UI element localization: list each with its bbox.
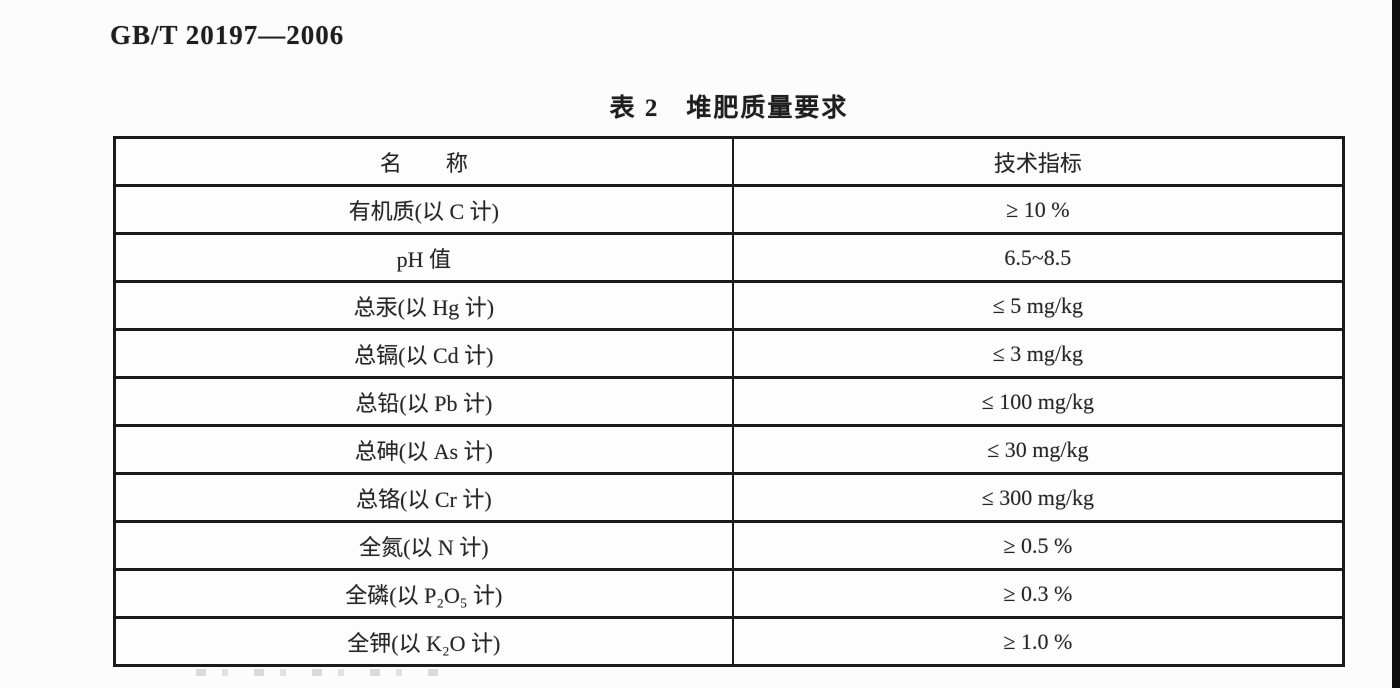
compost-quality-table: 名 称 技术指标 有机质(以 C 计) ≥ 10 % pH 值 6.5~8.5 … <box>113 136 1345 667</box>
row-name-cell: 总铅(以 Pb 计) <box>113 376 734 427</box>
table-row: 总汞(以 Hg 计) ≤ 5 mg/kg <box>113 280 1345 331</box>
row-value-cell: ≤ 5 mg/kg <box>731 280 1345 331</box>
row-value-cell: ≥ 1.0 % <box>731 616 1345 667</box>
table-row: 全钾(以 K₂O 计) ≥ 1.0 % <box>113 616 1345 667</box>
table-row: 全氮(以 N 计) ≥ 0.5 % <box>113 520 1345 571</box>
table-header-row: 名 称 技术指标 <box>113 136 1345 187</box>
table-title: 表 2 堆肥质量要求 <box>609 95 849 122</box>
row-value-cell: ≤ 30 mg/kg <box>731 424 1345 475</box>
row-name-cell: 总镉(以 Cd 计) <box>113 328 734 379</box>
row-name-cell: 总铬(以 Cr 计) <box>113 472 734 523</box>
column-header-name: 名 称 <box>113 136 734 187</box>
row-value-cell: ≥ 0.3 % <box>731 568 1345 619</box>
table-row: 总镉(以 Cd 计) ≤ 3 mg/kg <box>113 328 1345 379</box>
row-name-cell: 总汞(以 Hg 计) <box>113 280 734 331</box>
standard-code: GB/T 20197—2006 <box>110 20 345 50</box>
row-value-cell: ≤ 300 mg/kg <box>731 472 1345 523</box>
scan-edge-strip <box>1392 0 1400 688</box>
row-value-cell: ≥ 10 % <box>731 184 1345 235</box>
row-name-cell: 有机质(以 C 计) <box>113 184 734 235</box>
column-header-spec: 技术指标 <box>731 136 1345 187</box>
row-value-cell: ≥ 0.5 % <box>731 520 1345 571</box>
row-value-cell: ≤ 100 mg/kg <box>731 376 1345 427</box>
table-row: 总铅(以 Pb 计) ≤ 100 mg/kg <box>113 376 1345 427</box>
row-name-cell: 全氮(以 N 计) <box>113 520 734 571</box>
row-name-cell: 全钾(以 K₂O 计) <box>113 616 734 667</box>
table-row: 总铬(以 Cr 计) ≤ 300 mg/kg <box>113 472 1345 523</box>
table-row: 全磷(以 P₂O₅ 计) ≥ 0.3 % <box>113 568 1345 619</box>
row-value-cell: 6.5~8.5 <box>731 232 1345 283</box>
table-row: pH 值 6.5~8.5 <box>113 232 1345 283</box>
row-value-cell: ≤ 3 mg/kg <box>731 328 1345 379</box>
cutoff-text-artifact <box>196 669 446 676</box>
table-row: 有机质(以 C 计) ≥ 10 % <box>113 184 1345 235</box>
row-name-cell: 全磷(以 P₂O₅ 计) <box>113 568 734 619</box>
table-row: 总砷(以 As 计) ≤ 30 mg/kg <box>113 424 1345 475</box>
row-name-cell: pH 值 <box>113 232 734 283</box>
row-name-cell: 总砷(以 As 计) <box>113 424 734 475</box>
